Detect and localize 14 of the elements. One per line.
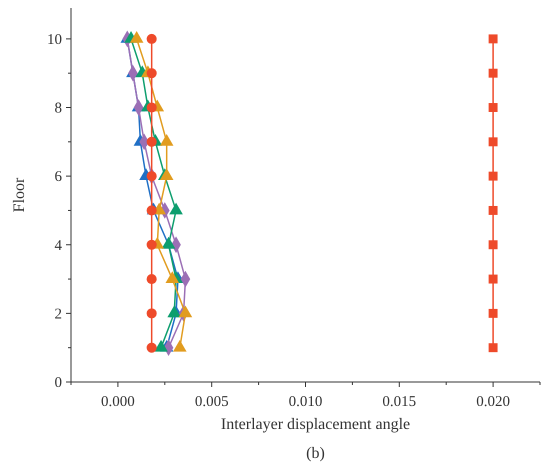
text: (b) (306, 445, 325, 462)
x-tick-label: 0.005 (194, 394, 229, 410)
x-tick-label: 0.020 (476, 394, 510, 410)
y-axis-title: Floor (11, 176, 28, 212)
x-axis-title: Interlayer displacement angle (220, 416, 410, 433)
x-tick-label: 0.015 (382, 394, 416, 410)
y-tick-label: 4 (54, 238, 62, 254)
y-tick-label: 0 (54, 375, 62, 391)
y-tick-label: 6 (54, 169, 62, 186)
y-tick-label: 8 (54, 100, 62, 117)
y-tick-label: 2 (54, 306, 62, 322)
x-tick-label: 0.010 (288, 394, 322, 410)
text: 0.000 (101, 394, 135, 410)
y-tick-label: 10 (47, 32, 62, 48)
